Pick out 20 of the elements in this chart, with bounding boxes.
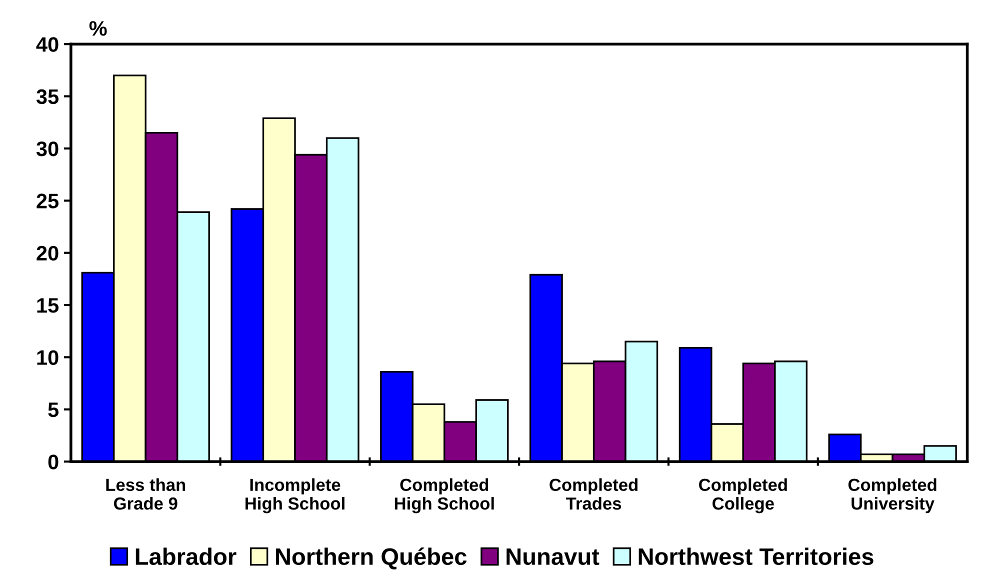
legend-label: Northwest Territories <box>638 548 874 566</box>
y-tick-label: 40 <box>36 37 58 52</box>
x-tick-label: Completed High School <box>394 478 494 514</box>
x-tick-label: Completed University <box>848 478 936 514</box>
y-tick-label: 0 <box>48 454 58 470</box>
y-tick-label: 15 <box>37 298 59 313</box>
x-tick-label: Incomplete High School <box>246 478 344 514</box>
y-tick-label: 35 <box>36 89 59 104</box>
y-tick-label: 5 <box>48 402 59 418</box>
x-tick-label: Completed Trades <box>550 478 638 510</box>
y-axis-title: % <box>89 21 107 36</box>
x-tick-label: Completed College <box>699 478 787 514</box>
legend-label: Nunavut <box>506 548 600 566</box>
y-tick-label: 20 <box>36 246 58 261</box>
legend-label: Labrador <box>136 548 236 566</box>
legend-label: Northern Québec <box>276 547 467 570</box>
y-tick-label: 30 <box>36 141 58 156</box>
x-tick-label: Less than Grade 9 <box>106 478 186 510</box>
y-tick-label: 10 <box>37 350 58 365</box>
y-tick-label: 25 <box>36 194 59 208</box>
